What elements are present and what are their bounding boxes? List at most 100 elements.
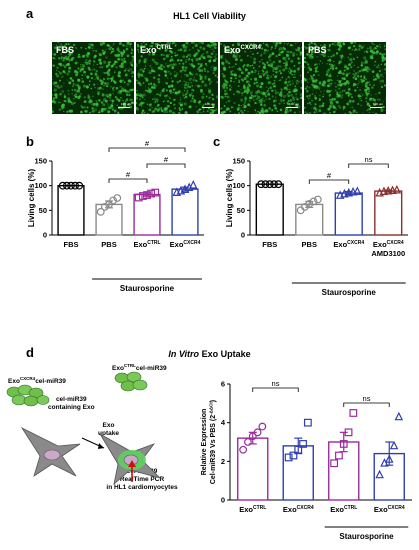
data-point — [258, 422, 267, 431]
scale-bar — [286, 107, 298, 108]
data-point — [330, 459, 339, 468]
micrograph-label: ExoCTRL — [140, 45, 173, 55]
x-tick-label: PBS — [101, 240, 116, 249]
y-tick-label: 100 — [34, 181, 47, 190]
scale-bar-label: 100 μm — [288, 102, 299, 106]
group-label: Staurosporine — [339, 532, 394, 541]
scale-bar-label: 100 μm — [372, 102, 383, 106]
data-point — [303, 418, 312, 427]
bar — [295, 203, 324, 236]
y-tick-label: 0 — [241, 231, 245, 240]
scale-bar — [370, 107, 382, 108]
micrograph-label: PBS — [308, 45, 327, 55]
data-point — [294, 445, 303, 454]
y-tick-label: 100 — [232, 181, 245, 190]
chart-b: 0 50 100 150 Living cells (%) FBS PBS ExoCTRL Ex… — [27, 139, 204, 293]
bar-group — [295, 195, 324, 236]
scale-bar — [202, 107, 214, 108]
significance-label: # — [164, 155, 169, 164]
x-tick-label: FBS — [64, 240, 79, 249]
bar-group — [171, 180, 199, 236]
y-tick-label: 150 — [34, 157, 47, 166]
bar-group — [95, 194, 123, 236]
data-point — [339, 440, 348, 448]
source-cxcr4-label: ExoCXCR4cel-miR39 — [8, 376, 66, 386]
uptake-label: Exo uptake — [98, 422, 119, 437]
significance-label: ns — [363, 394, 371, 403]
group-label: Staurosporine — [120, 284, 175, 293]
y-tick-label: 0 — [43, 231, 47, 240]
x-tick-label: FBS — [262, 240, 277, 249]
data-point — [353, 186, 362, 195]
x-tick-label: ExoCXCR4 — [283, 505, 314, 514]
data-point — [313, 195, 322, 204]
data-point — [289, 451, 298, 460]
data-point — [394, 411, 404, 421]
data-point — [265, 180, 274, 189]
data-point — [284, 453, 293, 462]
panel-a-letter: a — [26, 6, 34, 21]
y-tick-label: 150 — [232, 157, 245, 166]
micrograph-pbs: PBS 100 μm — [304, 42, 386, 114]
y-tick-label: 50 — [237, 206, 245, 215]
data-point — [375, 469, 384, 479]
panel-d-letter: d — [26, 345, 34, 360]
bar — [237, 437, 269, 501]
y-axis-label-line1: Relative Expression — [201, 409, 208, 476]
bar — [334, 192, 363, 236]
source-ctrl-label: ExoCTRLcel-miR39 — [112, 363, 167, 373]
fluorescence-texture — [136, 42, 218, 114]
x-tick-label: ExoCXCR4 — [373, 240, 404, 249]
data-point — [248, 432, 257, 441]
data-point — [244, 438, 252, 446]
bar — [374, 190, 403, 236]
data-point — [261, 180, 270, 189]
exosome-cluster-right — [114, 371, 148, 392]
micrograph-label: ExoCXCR4 — [224, 45, 261, 55]
x-tick-label: ExoCXCR4 — [170, 240, 201, 249]
y-tick-label: 2 — [221, 457, 225, 466]
exo-uptake-diagram: ExoCXCR4cel-miR39 ExoCTRLcel-miR39 cel-m… — [0, 360, 190, 510]
significance-label: # — [145, 139, 150, 148]
panel-c-letter: c — [213, 134, 221, 149]
bar-group — [328, 409, 360, 501]
data-point — [257, 180, 266, 189]
data-point — [96, 207, 105, 216]
data-point — [105, 200, 113, 209]
fluorescence-texture — [220, 42, 302, 114]
panel-a-title: HL1 Cell Viability — [173, 11, 246, 21]
y-axis-label-line2: Cel-miR39 Vs PBS (2-ΔΔCt) — [209, 400, 218, 484]
micrograph-label: FBS — [56, 45, 74, 55]
significance-bracket — [146, 163, 186, 168]
bar-group — [255, 180, 284, 236]
data-point — [348, 186, 358, 196]
chart-d: 0 2 4 6 Relative Expression Cel-miR39 Vs PBS … — [201, 379, 412, 541]
data-point — [296, 206, 305, 215]
bar-group — [133, 188, 161, 236]
data-point — [349, 409, 358, 417]
data-point — [109, 196, 118, 205]
bar-group — [282, 418, 314, 501]
data-point — [389, 440, 399, 450]
data-point — [388, 185, 397, 195]
data-point — [309, 197, 318, 206]
chart-c: 0 50 100 150 Living cells (%) FBS PBS ExoCXCR4 E… — [225, 155, 408, 297]
data-point — [71, 181, 80, 190]
x-tick-label: ExoCTRL — [330, 505, 357, 514]
containing-label: cel-miR39 containing Exo — [48, 396, 95, 411]
bar-group — [373, 411, 405, 501]
data-point — [188, 180, 198, 189]
significance-bracket — [308, 179, 350, 184]
tick-label-line2: AMD3100 — [371, 249, 405, 258]
data-point — [75, 181, 84, 190]
x-tick-label: ExoCXCR4 — [374, 505, 405, 514]
panel-d-title: In Vitro Exo Uptake — [168, 349, 251, 359]
significance-label: # — [327, 171, 332, 180]
y-tick-label: 0 — [221, 496, 225, 505]
bar-group — [374, 184, 403, 236]
data-point — [67, 181, 75, 190]
y-tick-label: 50 — [39, 206, 47, 215]
micrograph-fbs: FBS 100 μm — [52, 42, 134, 114]
bar — [57, 184, 85, 236]
data-point — [379, 186, 389, 195]
